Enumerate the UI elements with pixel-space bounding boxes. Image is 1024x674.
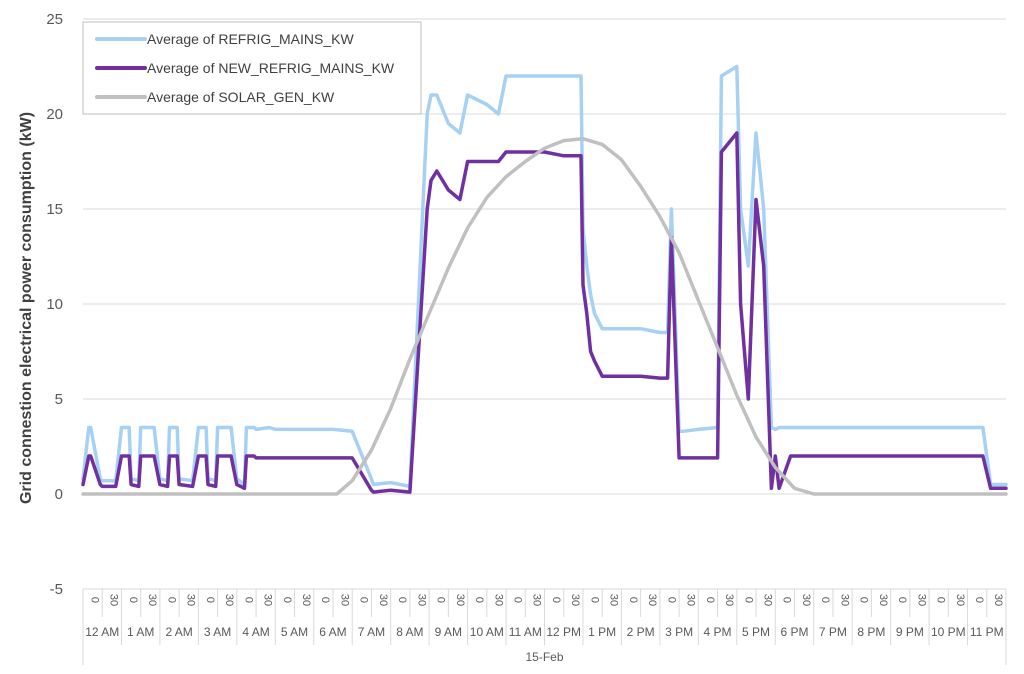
x-hour-tick-label: 3 AM bbox=[204, 625, 231, 639]
x-hour-tick-label: 4 PM bbox=[704, 625, 732, 639]
x-minute-tick-label: 0 bbox=[204, 597, 216, 603]
y-tick-label: -5 bbox=[50, 581, 63, 598]
x-hour-tick-label: 8 AM bbox=[396, 625, 423, 639]
x-hour-tick-label: 8 PM bbox=[857, 625, 885, 639]
x-minute-tick-label: 0 bbox=[435, 597, 447, 603]
x-minute-tick-label: 30 bbox=[338, 594, 350, 606]
x-minute-tick-label: 30 bbox=[685, 594, 697, 606]
x-minute-tick-label: 0 bbox=[588, 597, 600, 603]
x-axis: 0 30 12 AM 0 30 1 AM 0 30 2 AM 0 30 3 AM 0 30 4 AM 0 30 5… bbox=[82, 588, 1007, 665]
x-minute-tick-label: 0 bbox=[665, 597, 677, 603]
x-minute-tick-label: 0 bbox=[858, 597, 870, 603]
x-minute-tick-label: 30 bbox=[646, 594, 658, 606]
x-hour-tick-label: 7 PM bbox=[819, 625, 847, 639]
x-hour-tick-label: 6 AM bbox=[319, 625, 346, 639]
x-minute-tick-label: 30 bbox=[415, 594, 427, 606]
x-hour-tick-label: 12 PM bbox=[546, 625, 581, 639]
x-minute-tick-label: 0 bbox=[742, 597, 754, 603]
y-tick-label: 25 bbox=[46, 11, 63, 28]
x-hour-tick-label: 2 AM bbox=[165, 625, 192, 639]
x-hour-tick-label: 7 AM bbox=[358, 625, 385, 639]
x-minute-tick-label: 30 bbox=[608, 594, 620, 606]
plot-area bbox=[81, 64, 1008, 496]
y-tick-label: 5 bbox=[55, 391, 63, 408]
x-hour-tick-label: 3 PM bbox=[665, 625, 693, 639]
x-hour-tick-label: 5 PM bbox=[742, 625, 770, 639]
x-minute-tick-label: 0 bbox=[396, 597, 408, 603]
x-minute-tick-label: 30 bbox=[492, 594, 504, 606]
x-hour-tick-label: 2 PM bbox=[627, 625, 655, 639]
y-tick-label: 15 bbox=[46, 201, 63, 218]
y-tick-labels: -5 0 5 10 15 20 25 bbox=[46, 11, 63, 598]
y-tick-label: 0 bbox=[55, 486, 63, 503]
x-minute-tick-label: 30 bbox=[761, 594, 773, 606]
x-hour-tick-label: 5 AM bbox=[281, 625, 308, 639]
series-line bbox=[81, 131, 1008, 494]
x-minute-tick-label: 0 bbox=[819, 597, 831, 603]
x-minute-tick-label: 0 bbox=[550, 597, 562, 603]
x-minute-tick-label: 30 bbox=[262, 594, 274, 606]
x-minute-tick-label: 0 bbox=[781, 597, 793, 603]
x-hour-tick-label: 9 AM bbox=[435, 625, 462, 639]
x-minute-tick-label: 30 bbox=[992, 594, 1004, 606]
y-tick-label: 10 bbox=[46, 296, 63, 313]
x-minute-tick-label: 0 bbox=[512, 597, 524, 603]
x-minute-tick-label: 30 bbox=[915, 594, 927, 606]
x-minute-tick-label: 30 bbox=[569, 594, 581, 606]
x-group-label: 15-Feb bbox=[525, 650, 563, 664]
x-hour-tick-label: 4 AM bbox=[242, 625, 269, 639]
x-minute-tick-label: 0 bbox=[896, 597, 908, 603]
x-minute-tick-label: 30 bbox=[108, 594, 120, 606]
x-minute-tick-label: 30 bbox=[954, 594, 966, 606]
x-minute-tick-label: 0 bbox=[627, 597, 639, 603]
x-minute-tick-label: 30 bbox=[185, 594, 197, 606]
x-minute-tick-label: 0 bbox=[704, 597, 716, 603]
x-hour-tick-label: 10 PM bbox=[931, 625, 966, 639]
x-minute-tick-label: 0 bbox=[242, 597, 254, 603]
x-minute-tick-label: 30 bbox=[377, 594, 389, 606]
x-hour-tick-label: 9 PM bbox=[896, 625, 924, 639]
x-minute-tick-label: 0 bbox=[88, 597, 100, 603]
x-minute-tick-label: 30 bbox=[531, 594, 543, 606]
x-minute-tick-label: 0 bbox=[165, 597, 177, 603]
x-minute-tick-label: 0 bbox=[281, 597, 293, 603]
x-hour-tick-label: 11 PM bbox=[970, 625, 1004, 639]
series-line bbox=[81, 136, 1008, 496]
legend: Average of REFRIG_MAINS_KW Average of NEW… bbox=[82, 21, 422, 115]
x-minute-tick-label: 30 bbox=[723, 594, 735, 606]
series-line bbox=[81, 64, 1008, 489]
x-minute-tick-label: 0 bbox=[127, 597, 139, 603]
x-hour-tick-label: 6 PM bbox=[780, 625, 808, 639]
x-hour-tick-label: 11 AM bbox=[509, 625, 542, 639]
x-minute-tick-label: 30 bbox=[146, 594, 158, 606]
x-minute-tick-label: 0 bbox=[935, 597, 947, 603]
x-minute-tick-label: 30 bbox=[838, 594, 850, 606]
x-minute-tick-label: 30 bbox=[300, 594, 312, 606]
x-minute-tick-label: 0 bbox=[973, 597, 985, 603]
x-hour-tick-label: 1 AM bbox=[127, 625, 154, 639]
y-axis-label: Grid connestion electrical power consump… bbox=[18, 112, 35, 504]
y-tick-label: 20 bbox=[46, 106, 63, 123]
x-minute-tick-label: 0 bbox=[358, 597, 370, 603]
x-minute-tick-label: 30 bbox=[223, 594, 235, 606]
x-minute-tick-label: 30 bbox=[877, 594, 889, 606]
x-minute-tick-label: 30 bbox=[454, 594, 466, 606]
x-minute-tick-label: 30 bbox=[800, 594, 812, 606]
x-minute-tick-label: 0 bbox=[473, 597, 485, 603]
legend-entry: Average of REFRIG_MAINS_KW bbox=[147, 31, 354, 47]
x-minute-tick-label: 0 bbox=[319, 597, 331, 603]
x-hour-tick-label: 1 PM bbox=[588, 625, 616, 639]
legend-entry: Average of SOLAR_GEN_KW bbox=[147, 89, 335, 105]
x-hour-tick-label: 10 AM bbox=[470, 625, 504, 639]
x-hour-tick-label: 12 AM bbox=[85, 625, 119, 639]
legend-entry: Average of NEW_REFRIG_MAINS_KW bbox=[147, 60, 395, 76]
